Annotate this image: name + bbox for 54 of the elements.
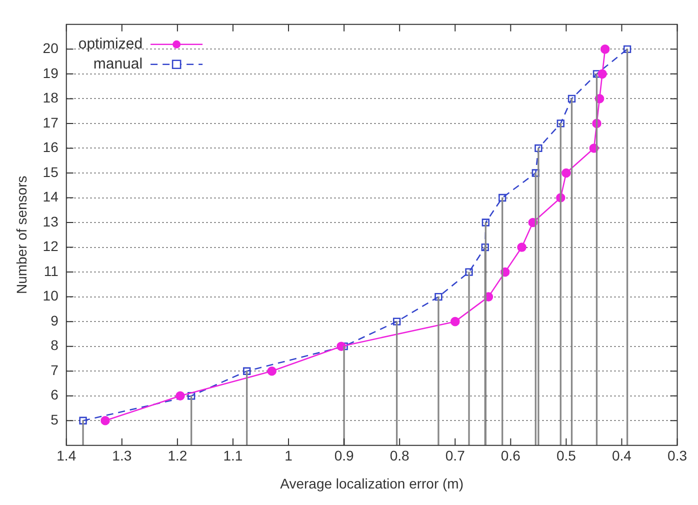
x-tick-label: 1.3 [112,448,132,464]
point [534,144,542,152]
point [517,242,526,252]
x-tick-label: 0.8 [390,448,410,464]
y-tick-label: 8 [50,337,59,354]
y-tick-label: 9 [50,312,59,328]
y-tick-label: 18 [42,90,59,106]
x-axis-title: Average localization error (m) [280,475,464,492]
x-tick-label: 0.5 [556,448,576,464]
y-tick-label: 20 [42,40,59,56]
x-tick-label: 0.6 [500,448,521,464]
point [392,318,401,326]
y-tick-label: 13 [42,213,59,230]
y-tick-label: 16 [42,139,59,156]
y-tick-label: 10 [42,288,59,304]
point [592,70,601,78]
y-tick-label: 5 [50,411,59,428]
y-tick-label: 7 [50,362,59,378]
point [481,243,489,252]
y-tick-label: 15 [42,164,59,180]
point [482,218,490,226]
legend-label: manual [93,56,143,73]
x-tick-label: 1.4 [56,448,76,464]
point [498,194,506,202]
y-axis-title: Number of sensors [13,176,30,294]
y-tick-label: 11 [44,262,59,279]
point [556,120,564,128]
point [598,69,607,79]
point [600,44,610,54]
point [267,366,277,376]
point [100,416,110,426]
legend-label: optimized [78,36,143,53]
x-tick-label: 0.3 [668,448,688,464]
point [79,416,87,424]
point [623,45,632,53]
point [465,268,473,276]
y-tick-label: 12 [42,238,59,254]
y-tick-label: 14 [42,188,59,205]
point [243,367,251,375]
x-tick-label: 0.7 [445,448,466,464]
point [176,391,185,401]
x-tick-label: 1 [284,448,293,464]
point [568,94,576,103]
x-tick-label: 0.9 [334,448,354,464]
x-tick-label: 1.2 [168,448,188,464]
y-tick-label: 6 [50,386,59,403]
point [450,316,460,326]
point [187,392,196,400]
x-tick-label: 1.1 [223,448,243,464]
y-tick-label: 19 [42,64,59,81]
point [562,168,571,178]
y-tick-label: 17 [42,114,59,130]
point [434,292,442,301]
x-tick-label: 0.4 [612,448,632,464]
